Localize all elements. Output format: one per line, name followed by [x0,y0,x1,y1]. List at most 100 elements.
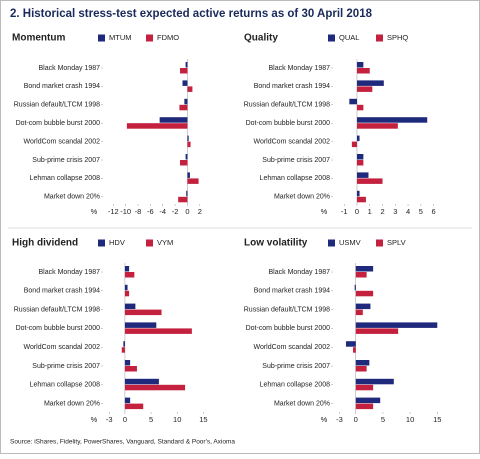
bar [124,272,135,278]
category-label: Sub-prime crisis 2007 [32,157,100,164]
x-tick-label: 0 [185,207,189,216]
bar [178,196,188,203]
category-label: Dot-com bubble burst 2000 [16,325,101,332]
legend-label: QUAL [339,33,359,42]
x-tick-label: 10 [406,415,414,424]
x-tick-label: 0 [355,207,359,216]
legend-label: HDV [109,238,125,247]
x-tick-label: -12 [108,207,119,216]
category-label: Lehman collapse 2008 [30,175,101,182]
x-tick-label: -3 [106,415,113,424]
bar [121,347,125,353]
legend-label: USMV [339,238,361,247]
bar [356,160,364,166]
category-label: Market down 20% [44,400,100,407]
category-label: Russian default/LTCM 1998 [14,102,100,109]
category-label: Bond market crash 1994 [24,288,100,295]
legend-swatch [146,34,153,42]
bar [185,62,188,68]
x-tick-label: 3 [393,207,397,216]
category-label: Dot-com bubble burst 2000 [246,120,331,127]
x-axis-label: % [91,207,98,216]
legend-swatch [328,239,335,247]
bar [356,104,364,111]
category-label: WorldCom scandal 2002 [253,138,330,145]
x-tick-label: 2 [380,207,384,216]
bar [355,378,394,385]
x-tick-label: 1 [368,207,372,216]
bar [355,328,399,334]
x-tick-label: 10 [173,415,181,424]
category-label: Black Monday 1987 [39,269,101,276]
bar [184,98,188,105]
x-tick-label: 2 [198,207,202,216]
bar [182,80,188,86]
category-label: Bond market crash 1994 [254,288,330,295]
x-axis-label: % [321,415,328,424]
bar [356,190,360,197]
category-label: Market down 20% [274,194,330,201]
category-label: Bond market crash 1994 [24,83,100,90]
legend-swatch [328,34,335,42]
bar [355,309,363,316]
category-label: Market down 20% [274,400,330,407]
bar [180,68,188,74]
bar [124,403,144,410]
x-tick-label: 5 [381,415,385,424]
source: Source: iShares, Fidelity, PowerShares, … [10,439,235,446]
category-label: Russian default/LTCM 1998 [14,306,100,313]
bar [355,360,370,366]
bar [356,196,366,203]
bar [355,397,381,404]
category-label: Russian default/LTCM 1998 [244,102,330,109]
category-label: Market down 20% [44,194,100,201]
legend-label: FDMO [157,33,179,42]
bar [180,160,188,166]
bar [356,172,369,178]
x-tick-label: 15 [199,415,207,424]
x-axis-label: % [91,415,98,424]
bar [124,284,128,291]
legend-label: SPLV [387,238,406,247]
category-label: Lehman collapse 2008 [30,382,101,389]
x-tick-label: 0 [123,415,127,424]
x-tick-label: -2 [172,207,179,216]
bar [187,178,199,184]
category-label: Sub-prime crisis 2007 [262,157,330,164]
bar [354,284,356,291]
bar [345,341,356,347]
x-tick-label: 15 [433,415,441,424]
category-label: Dot-com bubble burst 2000 [246,325,331,332]
bar [187,141,191,148]
bar [159,117,188,123]
bar [186,190,188,197]
category-label: WorldCom scandal 2002 [23,138,100,145]
category-label: Russian default/LTCM 1998 [244,306,330,313]
x-tick-label: -3 [336,415,343,424]
x-tick-label: -8 [135,207,142,216]
panel-title: High dividend [12,238,78,249]
category-label: Sub-prime crisis 2007 [262,363,330,370]
bar [355,366,367,372]
legend-swatch [146,239,153,247]
bar [353,347,356,353]
bar [351,141,357,148]
bar [356,123,398,129]
category-label: Lehman collapse 2008 [260,382,331,389]
bar [124,309,162,316]
x-tick-label: 4 [406,207,410,216]
bar [355,403,374,410]
bar [355,303,371,310]
bar [124,384,186,391]
bar [124,322,157,328]
category-label: Sub-prime crisis 2007 [32,363,100,370]
category-label: Dot-com bubble burst 2000 [16,120,101,127]
bar [356,154,364,160]
x-tick-label: 6 [432,207,436,216]
panel-title: Low volatility [244,238,308,249]
bar [124,328,192,334]
bar [356,135,360,142]
category-label: Black Monday 1987 [269,65,331,72]
legend-swatch [98,34,105,42]
bar [355,290,374,297]
